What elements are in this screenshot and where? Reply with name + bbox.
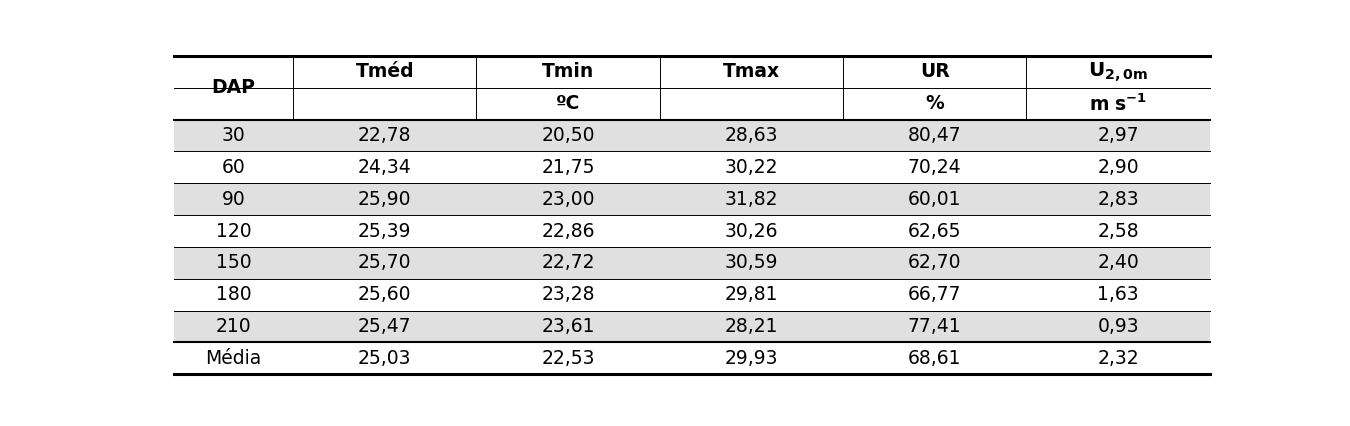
Bar [174, 247, 1210, 279]
Text: 80,47: 80,47 [909, 126, 961, 145]
Bar [174, 279, 1210, 311]
Text: 66,77: 66,77 [909, 285, 961, 304]
Text: 0,93: 0,93 [1098, 317, 1139, 336]
Text: 30,59: 30,59 [725, 253, 778, 272]
Text: 2,90: 2,90 [1098, 158, 1139, 177]
Text: 62,65: 62,65 [909, 222, 961, 241]
Text: 24,34: 24,34 [358, 158, 412, 177]
Text: 28,63: 28,63 [725, 126, 778, 145]
Text: 70,24: 70,24 [909, 158, 961, 177]
Bar [174, 183, 1210, 215]
Text: 25,03: 25,03 [358, 349, 412, 368]
Text: Tméd: Tméd [355, 63, 414, 81]
Text: %: % [925, 94, 944, 113]
Text: 25,39: 25,39 [358, 222, 412, 241]
Text: Média: Média [205, 349, 262, 368]
Bar [174, 56, 1210, 88]
Text: 31,82: 31,82 [725, 190, 778, 209]
Text: 30: 30 [221, 126, 246, 145]
Text: 60,01: 60,01 [909, 190, 961, 209]
Text: 29,93: 29,93 [725, 349, 778, 368]
Text: 25,60: 25,60 [358, 285, 412, 304]
Bar [174, 120, 1210, 152]
Text: 120: 120 [216, 222, 251, 241]
Text: 60: 60 [221, 158, 246, 177]
Text: 22,78: 22,78 [358, 126, 412, 145]
Text: 25,70: 25,70 [358, 253, 412, 272]
Text: UR: UR [919, 63, 949, 81]
Text: 23,00: 23,00 [541, 190, 595, 209]
Bar [174, 152, 1210, 183]
Text: 77,41: 77,41 [909, 317, 961, 336]
Text: 68,61: 68,61 [909, 349, 961, 368]
Text: 2,97: 2,97 [1098, 126, 1139, 145]
Text: 90: 90 [221, 190, 246, 209]
Text: 30,22: 30,22 [725, 158, 778, 177]
Text: 22,86: 22,86 [541, 222, 595, 241]
Text: 2,32: 2,32 [1098, 349, 1139, 368]
Text: 22,72: 22,72 [541, 253, 595, 272]
Text: 2,40: 2,40 [1098, 253, 1139, 272]
Text: 1,63: 1,63 [1098, 285, 1139, 304]
Text: $\mathbf{U_{2,0m}}$: $\mathbf{U_{2,0m}}$ [1088, 60, 1148, 83]
Text: 2,83: 2,83 [1098, 190, 1139, 209]
Text: Tmin: Tmin [541, 63, 594, 81]
Text: 22,53: 22,53 [541, 349, 595, 368]
Text: Tmax: Tmax [722, 63, 780, 81]
Text: 62,70: 62,70 [909, 253, 961, 272]
Text: 25,47: 25,47 [358, 317, 412, 336]
Text: 20,50: 20,50 [541, 126, 595, 145]
Text: DAP: DAP [212, 78, 255, 98]
Bar [174, 215, 1210, 247]
Text: ºC: ºC [556, 94, 580, 113]
Text: 25,90: 25,90 [358, 190, 412, 209]
Text: 2,58: 2,58 [1098, 222, 1139, 241]
Text: 180: 180 [216, 285, 251, 304]
Bar [174, 88, 1210, 120]
Text: 21,75: 21,75 [541, 158, 595, 177]
Text: $\mathbf{m\ s^{-1}}$: $\mathbf{m\ s^{-1}}$ [1089, 93, 1148, 115]
Bar [174, 343, 1210, 374]
Text: 210: 210 [216, 317, 251, 336]
Bar [174, 311, 1210, 343]
Text: 23,61: 23,61 [541, 317, 595, 336]
Text: 150: 150 [216, 253, 251, 272]
Text: 28,21: 28,21 [725, 317, 778, 336]
Text: 23,28: 23,28 [541, 285, 595, 304]
Text: 30,26: 30,26 [725, 222, 778, 241]
Text: 29,81: 29,81 [725, 285, 778, 304]
